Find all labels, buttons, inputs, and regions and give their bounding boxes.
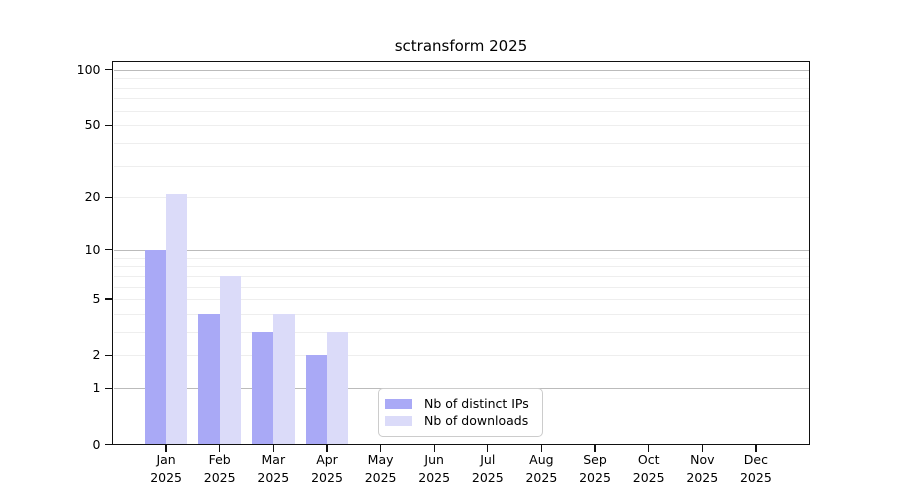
gridline-minor (113, 78, 809, 80)
x-tick-mark (701, 444, 703, 452)
legend-label-distinct-ips: Nb of distinct IPs (424, 396, 529, 411)
gridline-minor (113, 275, 809, 277)
y-tick-label: 1 (92, 380, 101, 396)
bar-distinct-ips-feb (198, 313, 220, 445)
y-tick-mark (105, 354, 112, 356)
x-tick-mark (433, 444, 435, 452)
y-tick-mark (105, 196, 112, 198)
x-tick-mark (648, 444, 650, 452)
bar-downloads-apr (327, 331, 349, 445)
gridline-minor (113, 98, 809, 100)
y-tick-label: 0 (92, 436, 101, 452)
gridline-minor (113, 87, 809, 89)
gridline-major (113, 249, 809, 251)
x-tick-label-oct: Oct 2025 (632, 451, 665, 485)
bar-distinct-ips-mar (251, 331, 274, 445)
bar-distinct-ips-jan (144, 249, 167, 445)
gridline-minor (113, 313, 809, 315)
gridline-minor (113, 266, 809, 268)
legend-swatch-distinct-ips (385, 398, 412, 409)
bar-downloads-feb (219, 275, 242, 445)
y-tick-mark (105, 443, 112, 446)
y-tick-mark (105, 124, 112, 126)
gridline-minor (113, 125, 809, 127)
chart-title: sctransform 2025 (394, 37, 528, 55)
y-tick-label: 100 (76, 61, 101, 77)
x-tick-label-nov: Nov 2025 (686, 451, 719, 485)
x-tick-label-jul: Jul 2025 (471, 451, 504, 485)
y-tick-mark (105, 249, 112, 251)
gridline-minor (113, 355, 809, 357)
x-tick-mark (272, 444, 274, 452)
x-tick-label-mar: Mar 2025 (257, 451, 290, 485)
y-tick-label: 5 (92, 291, 101, 306)
x-tick-mark (540, 444, 543, 452)
legend-item-distinct-ips: Nb of distinct IPs (385, 395, 542, 412)
x-tick-label-apr: Apr 2025 (311, 451, 343, 485)
y-tick-label: 2 (92, 347, 101, 363)
bar-downloads-jan (166, 193, 188, 445)
y-tick-mark (105, 69, 112, 71)
y-tick-label: 20 (84, 189, 101, 205)
x-tick-label-may: May 2025 (364, 451, 397, 485)
x-tick-mark (219, 444, 221, 452)
y-tick-label: 50 (84, 117, 101, 133)
gridline-minor (113, 286, 809, 288)
x-tick-mark (755, 444, 757, 452)
x-tick-mark (326, 444, 328, 452)
gridline-minor (113, 257, 809, 259)
legend: Nb of distinct IPs Nb of downloads (378, 388, 543, 437)
x-tick-mark (594, 444, 596, 452)
x-tick-mark (379, 444, 382, 452)
x-tick-label-jun: Jun 2025 (418, 451, 451, 485)
y-tick-label: 10 (84, 241, 101, 257)
x-tick-label-sep: Sep 2025 (579, 451, 611, 485)
gridline-minor (113, 197, 809, 199)
bar-distinct-ips-apr (305, 355, 327, 445)
legend-item-downloads: Nb of downloads (385, 412, 542, 429)
y-tick-mark (105, 387, 112, 389)
x-tick-label-aug: Aug 2025 (525, 451, 558, 485)
bar-downloads-mar (273, 313, 295, 445)
y-tick-mark (105, 298, 112, 300)
gridline-minor (113, 110, 809, 112)
x-tick-mark (165, 444, 167, 452)
gridline-major (113, 69, 809, 71)
x-tick-label-dec: Dec 2025 (739, 451, 772, 485)
gridline-minor (113, 331, 809, 333)
legend-swatch-downloads (385, 415, 412, 426)
x-tick-label-jan: Jan 2025 (150, 451, 182, 485)
gridline-minor (113, 299, 809, 300)
legend-label-downloads: Nb of downloads (424, 413, 529, 428)
gridline-minor (113, 142, 809, 144)
gridline-minor (113, 165, 809, 167)
x-tick-label-feb: Feb 2025 (203, 451, 236, 485)
x-tick-mark (487, 444, 489, 452)
